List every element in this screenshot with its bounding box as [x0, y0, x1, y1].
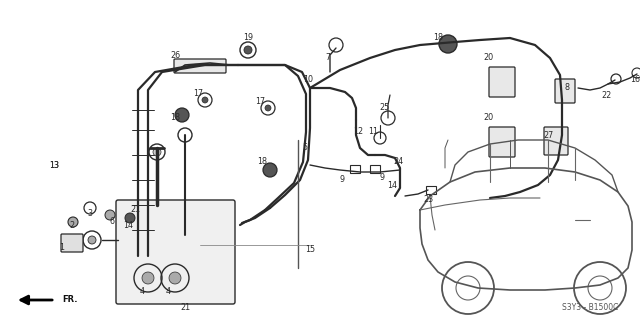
Circle shape	[263, 163, 277, 177]
Text: 17: 17	[255, 98, 265, 107]
Text: 17: 17	[193, 90, 203, 99]
Circle shape	[169, 272, 181, 284]
Text: 13: 13	[49, 160, 59, 169]
Text: 1: 1	[60, 243, 65, 253]
Circle shape	[142, 272, 154, 284]
Bar	[370, 165, 380, 173]
Circle shape	[153, 148, 161, 156]
Text: 21: 21	[180, 303, 190, 313]
FancyBboxPatch shape	[489, 67, 515, 97]
FancyBboxPatch shape	[61, 234, 83, 252]
Bar	[350, 165, 360, 173]
Text: 3: 3	[88, 210, 93, 219]
Text: 13: 13	[49, 160, 59, 169]
Text: 4: 4	[166, 287, 170, 296]
Text: 22: 22	[601, 91, 611, 100]
Text: 14: 14	[387, 181, 397, 189]
Text: FR.: FR.	[62, 295, 77, 305]
Circle shape	[244, 46, 252, 54]
Text: 14: 14	[123, 220, 133, 229]
Text: 25: 25	[380, 103, 390, 113]
Text: 9: 9	[380, 174, 385, 182]
Text: 20: 20	[483, 54, 493, 63]
Text: 16: 16	[630, 76, 640, 85]
Text: 18: 18	[170, 114, 180, 122]
Bar	[426, 186, 436, 194]
Text: 5: 5	[303, 144, 308, 152]
Text: 18: 18	[257, 158, 267, 167]
Circle shape	[175, 108, 189, 122]
Text: 10: 10	[303, 76, 313, 85]
Text: 18: 18	[433, 33, 443, 42]
Text: 23: 23	[423, 196, 433, 204]
Text: 12: 12	[353, 128, 363, 137]
Circle shape	[125, 213, 135, 223]
Text: 11: 11	[368, 128, 378, 137]
Circle shape	[265, 105, 271, 111]
Text: 27: 27	[543, 130, 553, 139]
Text: 6: 6	[109, 218, 115, 226]
Text: 8: 8	[564, 84, 570, 93]
FancyBboxPatch shape	[489, 127, 515, 157]
Text: 4: 4	[140, 287, 145, 296]
Circle shape	[439, 35, 457, 53]
Text: 15: 15	[305, 246, 315, 255]
FancyBboxPatch shape	[555, 79, 575, 103]
FancyBboxPatch shape	[174, 59, 226, 73]
Circle shape	[105, 210, 115, 220]
Text: 9: 9	[339, 175, 344, 184]
Text: S3Y3 - B1500C: S3Y3 - B1500C	[562, 303, 618, 313]
Circle shape	[202, 97, 208, 103]
FancyBboxPatch shape	[544, 127, 568, 155]
Text: 20: 20	[483, 114, 493, 122]
Text: 2: 2	[69, 221, 75, 231]
Text: 26: 26	[170, 50, 180, 60]
Text: 24: 24	[393, 158, 403, 167]
Text: 19: 19	[243, 33, 253, 42]
Text: 21: 21	[130, 205, 140, 214]
Circle shape	[88, 236, 96, 244]
FancyBboxPatch shape	[116, 200, 235, 304]
Circle shape	[68, 217, 78, 227]
Text: 7: 7	[325, 54, 331, 63]
